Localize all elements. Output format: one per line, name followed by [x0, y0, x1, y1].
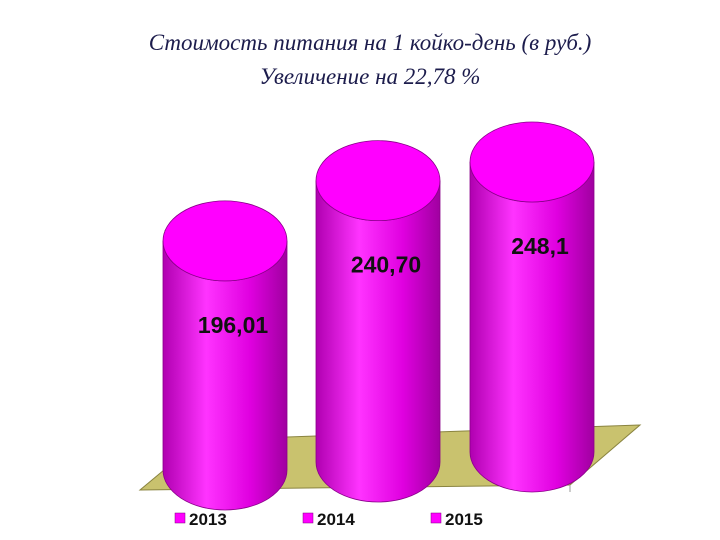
- bar-top: [162, 200, 288, 282]
- legend-label: 2013: [189, 510, 227, 529]
- value-label: 240,70: [351, 252, 421, 278]
- legend-swatch: [302, 512, 314, 524]
- bar: [315, 180, 441, 503]
- bar-top: [315, 140, 441, 222]
- legend-swatch: [430, 512, 442, 524]
- legend-label: 2014: [317, 510, 355, 529]
- legend-swatch: [174, 512, 186, 524]
- bar: [469, 161, 595, 493]
- chart-title: Стоимость питания на 1 койко-день (в руб…: [149, 30, 592, 55]
- value-label: 196,01: [198, 312, 269, 338]
- bar-top: [469, 121, 595, 203]
- legend-label: 2015: [445, 510, 483, 529]
- chart-subtitle: Увеличение на 22,78 %: [260, 64, 481, 89]
- value-label: 248,1: [511, 233, 569, 259]
